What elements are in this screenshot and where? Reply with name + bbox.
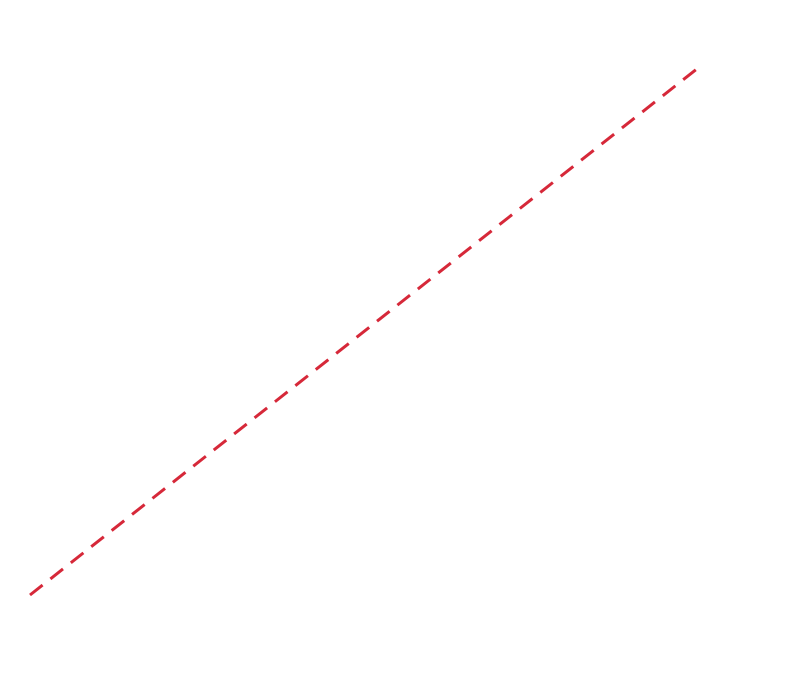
dashed-diagonal-line	[29, 66, 699, 597]
